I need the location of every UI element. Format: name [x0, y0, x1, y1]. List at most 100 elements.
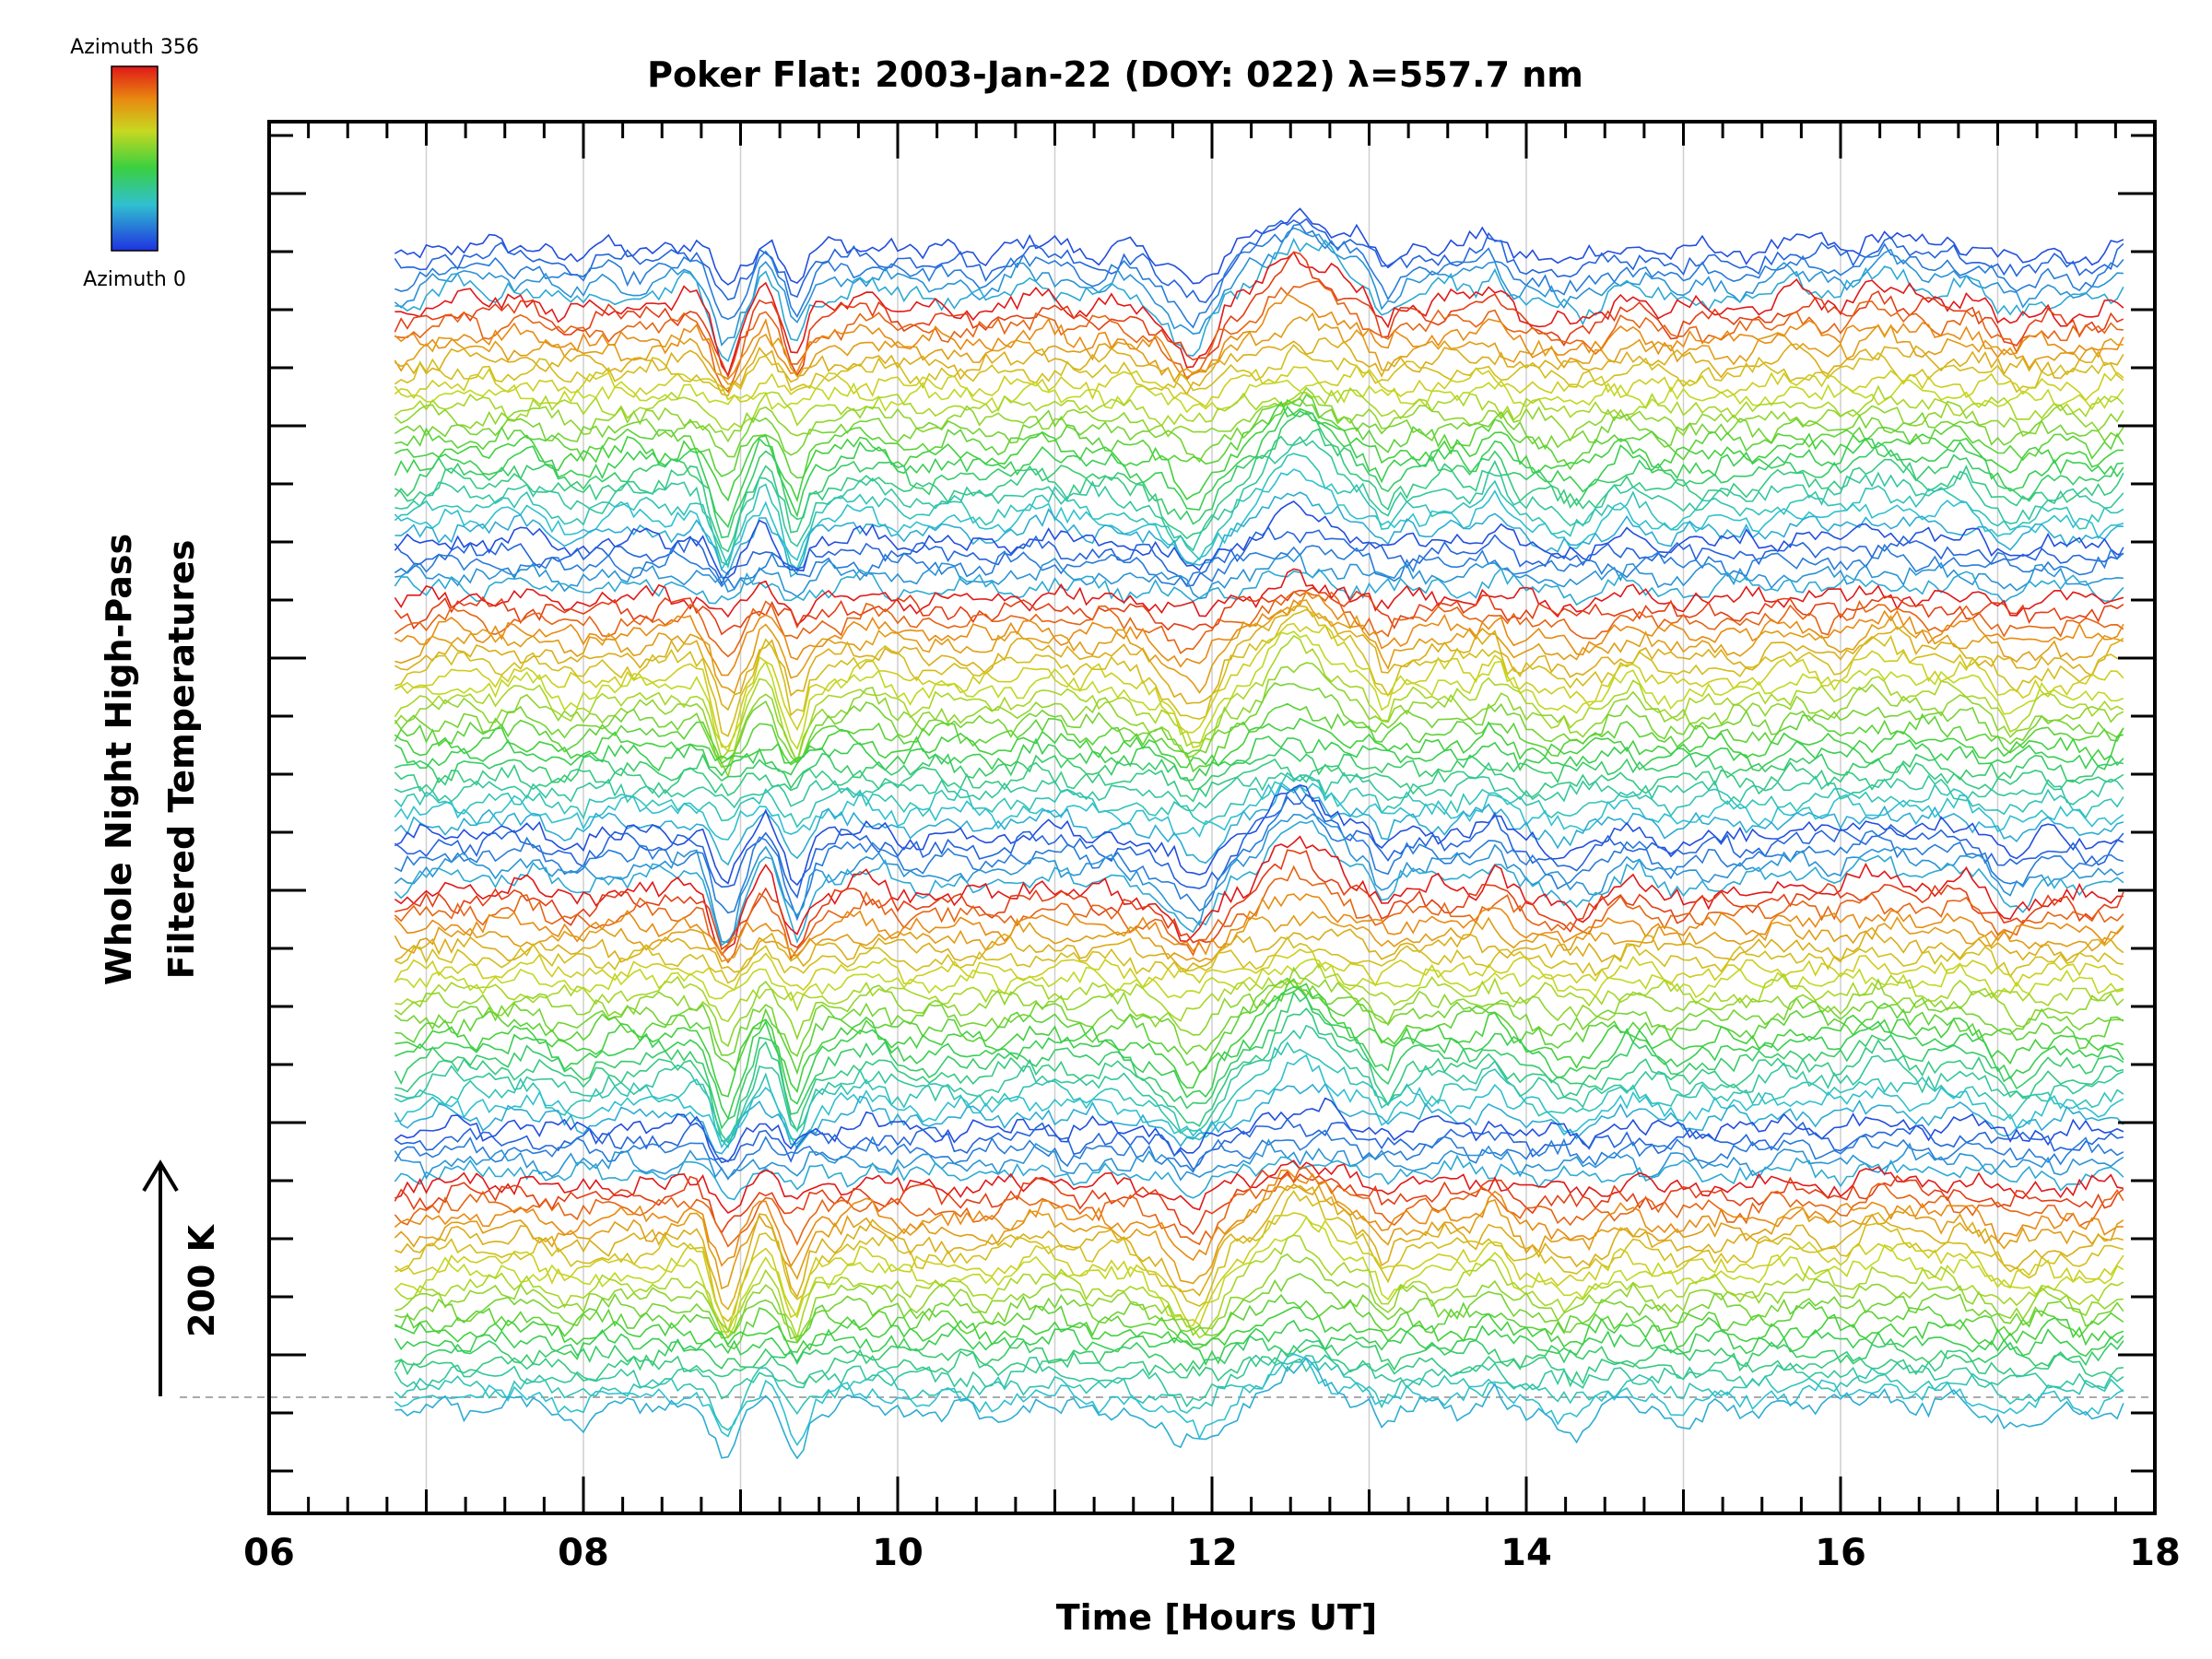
- trace-lines: [394, 207, 2124, 1460]
- temperature-trace: [394, 948, 2124, 992]
- temperature-trace: [394, 237, 2124, 363]
- temperature-trace: [394, 1216, 2124, 1339]
- temperature-trace: [394, 977, 2124, 1057]
- temperature-trace: [394, 1234, 2124, 1340]
- temperature-trace: [394, 394, 2124, 479]
- temperature-trace: [394, 793, 2124, 900]
- colorbar-bottom-label: Azimuth 0: [83, 268, 186, 291]
- temperature-trace: [394, 397, 2124, 464]
- plot-area: 06 08 10 12 14 16 18: [180, 120, 2181, 1574]
- temperature-scale-label: 200 K: [182, 1223, 222, 1337]
- temperature-trace: [394, 1354, 2124, 1431]
- temperature-trace: [394, 1253, 2124, 1344]
- chart-title: Poker Flat: 2003-Jan-22 (DOY: 022) λ=557…: [647, 54, 1583, 95]
- temperature-trace: [394, 552, 2124, 600]
- temperature-trace: [394, 634, 2124, 765]
- temperature-trace: [394, 1154, 2124, 1201]
- temperature-trace: [394, 251, 2124, 379]
- temperature-trace: [394, 1024, 2124, 1143]
- temperature-trace: [394, 1097, 2124, 1163]
- temperature-trace: [394, 384, 2124, 431]
- temperature-trace: [394, 1293, 2124, 1350]
- temperature-trace: [394, 784, 2124, 887]
- temperature-trace: [394, 1338, 2124, 1388]
- temperature-trace: [394, 293, 2124, 381]
- temperature-trace: [394, 251, 2124, 377]
- temperature-trace: [394, 788, 2124, 922]
- temperature-trace: [394, 218, 2124, 303]
- temperature-trace: [394, 227, 2124, 347]
- temperature-trace: [394, 364, 2124, 408]
- temperature-trace: [394, 1212, 2124, 1335]
- temperature-trace: [394, 662, 2124, 779]
- temperature-trace: [394, 453, 2124, 571]
- temperature-trace: [394, 567, 2124, 606]
- y-axis-label-line2: Filtered Temperatures: [161, 540, 202, 980]
- temperature-trace: [394, 608, 2124, 737]
- temperature-trace: [394, 1357, 2124, 1460]
- temperature-trace: [394, 1166, 2124, 1248]
- temperature-trace: [394, 1306, 2124, 1353]
- temperature-trace: [394, 630, 2124, 753]
- temperature-trace: [394, 958, 2124, 1002]
- temperature-trace: [394, 525, 2124, 587]
- temperature-trace: [394, 379, 2124, 414]
- temperature-trace: [394, 758, 2124, 803]
- temperature-trace: [394, 568, 2124, 627]
- x-tick-label: 08: [558, 1532, 609, 1574]
- temperature-trace: [394, 1041, 2124, 1149]
- temperature-trace: [394, 386, 2124, 443]
- temperature-trace: [394, 926, 2124, 973]
- temperature-trace: [394, 682, 2124, 768]
- temperature-trace: [394, 1182, 2124, 1290]
- colorbar-gradient: [111, 65, 159, 252]
- temperature-trace: [394, 1169, 2124, 1236]
- x-axis-label: Time [Hours UT]: [1056, 1597, 1378, 1638]
- x-tick-label: 10: [872, 1532, 924, 1574]
- temperature-trace: [394, 312, 2124, 385]
- temperature-trace: [394, 207, 2124, 286]
- x-tick-label: 18: [2129, 1532, 2181, 1574]
- temperature-trace: [394, 1354, 2124, 1408]
- temperature-trace: [394, 935, 2124, 984]
- temperature-trace: [394, 813, 2124, 944]
- x-tick-label: 06: [243, 1532, 295, 1574]
- temperature-trace: [394, 500, 2124, 579]
- temperature-trace: [394, 982, 2124, 1098]
- temperature-trace: [394, 400, 2124, 503]
- y-axis-label-line1: Whole Night High-Pass: [99, 534, 139, 985]
- temperature-trace: [394, 962, 2124, 1023]
- temperature-trace: [394, 591, 2124, 658]
- temperature-trace: [394, 1082, 2124, 1155]
- temperature-trace: [394, 491, 2124, 578]
- temperature-trace: [394, 991, 2124, 1130]
- temperature-trace: [394, 605, 2124, 712]
- temperature-trace: [394, 543, 2124, 591]
- temperature-trace: [394, 835, 2124, 957]
- temperature-trace: [394, 978, 2124, 1076]
- temperature-trace: [394, 911, 2124, 963]
- temperature-scale-arrow: [142, 1159, 179, 1396]
- temperature-trace: [394, 735, 2124, 782]
- temperature-trace: [394, 1273, 2124, 1340]
- temperature-trace: [394, 223, 2124, 329]
- temperature-trace: [394, 336, 2124, 397]
- temperature-trace: [394, 1335, 2124, 1372]
- temperature-trace: [394, 1169, 2124, 1268]
- temperature-trace: [394, 344, 2124, 394]
- temperature-trace: [394, 1053, 2124, 1150]
- temperature-trace: [394, 717, 2124, 769]
- temperature-trace: [394, 280, 2124, 394]
- temperature-trace: [394, 435, 2124, 567]
- temperature-trace: [394, 985, 2124, 1121]
- temperature-trace: [394, 428, 2124, 553]
- temperature-trace: [394, 771, 2124, 812]
- colorbar-top-label: Azimuth 356: [70, 36, 199, 59]
- temperature-trace: [394, 622, 2124, 748]
- temperature-trace: [394, 702, 2124, 773]
- temperature-trace: [394, 1118, 2124, 1171]
- temperature-trace: [394, 1190, 2124, 1323]
- temperature-trace: [394, 893, 2124, 958]
- x-tick-label: 16: [1815, 1532, 1866, 1574]
- temperature-trace: [394, 784, 2124, 866]
